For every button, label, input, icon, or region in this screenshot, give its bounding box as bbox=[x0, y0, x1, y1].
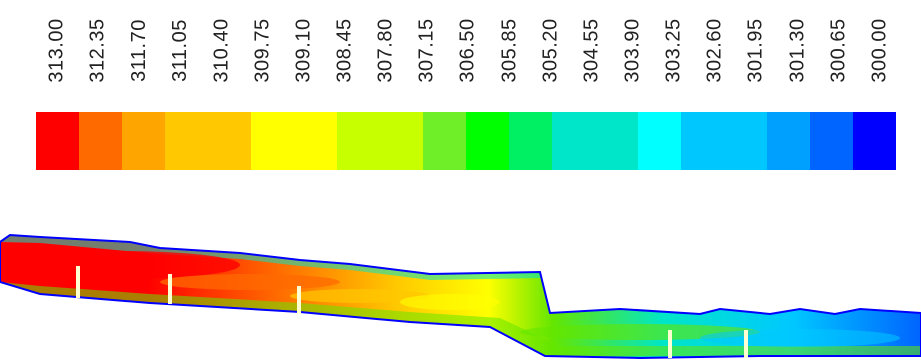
warm-core-1 bbox=[160, 274, 340, 290]
green-core bbox=[520, 324, 760, 340]
legend-tick-label: 300.65 bbox=[824, 0, 854, 100]
colorbar-swatch bbox=[165, 112, 251, 170]
legend-tick-text: 307.15 bbox=[415, 17, 438, 83]
colorbar-swatch bbox=[36, 112, 79, 170]
guide-vane bbox=[297, 286, 301, 314]
legend-tick-label: 303.25 bbox=[659, 0, 689, 100]
guide-vane bbox=[744, 330, 748, 358]
legend-tick-label: 309.75 bbox=[248, 0, 278, 100]
legend-tick-label: 310.40 bbox=[207, 0, 237, 100]
legend-tick-text: 308.45 bbox=[333, 17, 356, 83]
legend-tick-text: 303.25 bbox=[662, 17, 685, 83]
legend-tick-text: 309.75 bbox=[251, 17, 274, 83]
legend-tick-label: 306.50 bbox=[454, 0, 484, 100]
legend-tick-text: 310.40 bbox=[210, 17, 233, 83]
legend-tick-text: 301.30 bbox=[786, 17, 809, 83]
legend-tick-text: 301.95 bbox=[745, 17, 768, 83]
duct-outline bbox=[0, 233, 921, 360]
guide-vane bbox=[76, 266, 80, 298]
legend-tick-text: 305.85 bbox=[498, 17, 521, 83]
mid-core bbox=[400, 294, 500, 310]
guide-vane bbox=[668, 330, 672, 358]
legend-tick-label: 309.10 bbox=[289, 0, 319, 100]
colorbar-swatch bbox=[509, 112, 552, 170]
colorbar-swatch bbox=[337, 112, 423, 170]
colorbar-swatch bbox=[853, 112, 896, 170]
legend-tick-text: 302.60 bbox=[703, 17, 726, 83]
legend-tick-label: 304.55 bbox=[577, 0, 607, 100]
warm-core-2 bbox=[290, 289, 430, 303]
colorbar-swatch bbox=[681, 112, 767, 170]
legend-tick-label: 308.45 bbox=[330, 0, 360, 100]
legend-tick-label: 311.70 bbox=[124, 0, 154, 100]
legend-tick-text: 303.90 bbox=[621, 17, 644, 83]
temperature-contour-plot bbox=[0, 233, 921, 360]
legend-tick-labels: 313.00 312.35 311.70 311.05 310.40 309.75 309.… bbox=[0, 0, 921, 100]
legend-tick-label: 313.00 bbox=[42, 0, 72, 100]
colorbar-swatch bbox=[423, 112, 466, 170]
legend-tick-text: 307.80 bbox=[374, 17, 397, 83]
legend-tick-label: 307.15 bbox=[412, 0, 442, 100]
colorbar-swatch bbox=[122, 112, 165, 170]
legend-tick-label: 302.60 bbox=[700, 0, 730, 100]
legend-tick-text: 309.10 bbox=[292, 17, 315, 83]
legend-tick-label: 303.90 bbox=[618, 0, 648, 100]
cool-core bbox=[700, 329, 900, 347]
legend-tick-text: 306.50 bbox=[457, 17, 480, 83]
legend-tick-text: 312.35 bbox=[86, 17, 109, 83]
legend-tick-label: 300.00 bbox=[865, 0, 895, 100]
legend-tick-label: 312.35 bbox=[83, 0, 113, 100]
legend-tick-label: 305.85 bbox=[495, 0, 525, 100]
guide-vanes bbox=[76, 266, 748, 358]
legend-tick-text: 304.55 bbox=[580, 17, 603, 83]
colorbar-swatch bbox=[79, 112, 122, 170]
legend-tick-text: 311.70 bbox=[127, 18, 150, 82]
colorbar-swatch bbox=[552, 112, 638, 170]
legend-tick-text: 300.65 bbox=[827, 17, 850, 83]
legend-tick-text: 313.00 bbox=[45, 17, 68, 83]
legend-tick-label: 307.80 bbox=[371, 0, 401, 100]
guide-vane bbox=[168, 274, 172, 304]
bottom-wall-cool-layer bbox=[0, 282, 921, 356]
legend-tick-label: 305.20 bbox=[536, 0, 566, 100]
legend-tick-label: 311.05 bbox=[165, 0, 195, 100]
colorbar-swatch bbox=[251, 112, 337, 170]
legend-tick-label: 301.95 bbox=[742, 0, 772, 100]
legend-tick-text: 300.00 bbox=[868, 17, 891, 83]
colorbar-swatch bbox=[466, 112, 509, 170]
legend-tick-text: 305.20 bbox=[539, 17, 562, 83]
colorbar-swatch bbox=[767, 112, 810, 170]
colorbar-swatch bbox=[638, 112, 681, 170]
colorbar-swatch bbox=[810, 112, 853, 170]
legend-tick-text: 311.05 bbox=[168, 18, 191, 82]
legend-tick-label: 301.30 bbox=[783, 0, 813, 100]
temperature-colorbar bbox=[36, 112, 898, 170]
duct-fill bbox=[0, 235, 921, 358]
hot-core bbox=[0, 251, 240, 279]
